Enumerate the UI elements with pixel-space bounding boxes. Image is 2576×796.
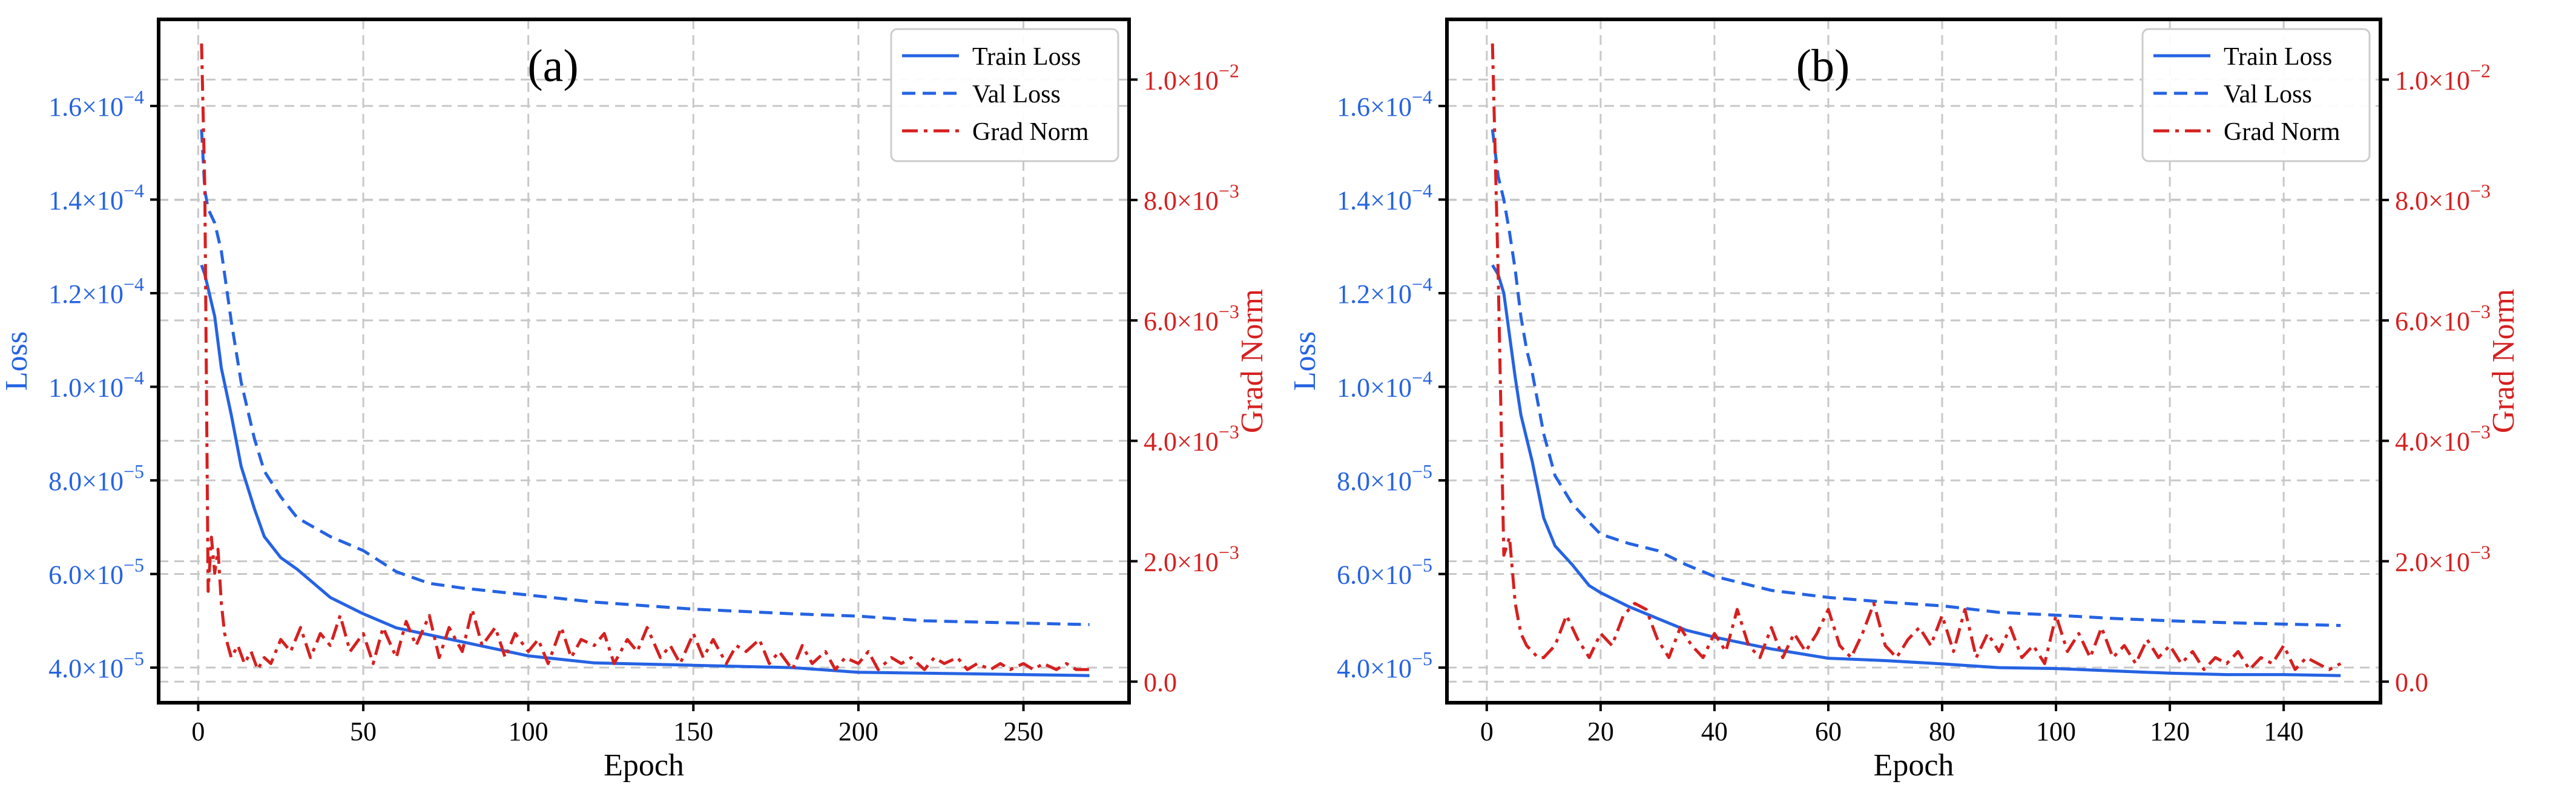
y-axis-label: Loss <box>1288 331 1322 391</box>
legend: Train Loss Val Loss Grad Norm <box>890 28 1119 162</box>
x-tick-label: 250 <box>1004 717 1044 746</box>
y2-tick-label: 8.0×10−3 <box>1144 180 1239 216</box>
series-line-val-loss <box>200 129 1090 626</box>
series-group <box>200 43 1090 677</box>
y2-tick-label: 2.0×10−3 <box>1144 541 1239 577</box>
legend-box <box>2141 28 2371 162</box>
series-line-grad-norm <box>200 43 1090 671</box>
x-tick-label: 100 <box>509 717 548 746</box>
y2-tick-label: 1.0×10−2 <box>2395 59 2491 95</box>
y-tick-label: 1.0×10−4 <box>1337 366 1432 402</box>
y2-tick-label: 4.0×10−3 <box>1144 421 1239 457</box>
legend-label: Grad Norm <box>2224 118 2340 146</box>
y-tick-label: 1.0×10−4 <box>48 366 144 402</box>
y2-tick-label: 6.0×10−3 <box>1144 300 1239 336</box>
x-tick-label: 100 <box>2036 717 2076 746</box>
series-group <box>1491 43 2342 677</box>
y-tick-label: 1.6×10−4 <box>1337 86 1432 122</box>
y-tick-label: 1.2×10−4 <box>48 273 144 309</box>
chart-panel-a: 0 50 100 150 200 250 4.0×10−5 6.0×10−5 8.0×10−5 1… <box>0 18 1270 783</box>
legend-label: Train Loss <box>972 43 1081 71</box>
x-tick-label: 80 <box>1929 717 1955 746</box>
x-tick-label: 50 <box>350 717 377 746</box>
series-line-train-loss <box>1491 264 2341 677</box>
panel-label: (a) <box>527 41 578 91</box>
x-tick-label: 200 <box>838 717 878 746</box>
y2-tick-label: 8.0×10−3 <box>2395 180 2491 216</box>
y2-axis-label: Grad Norm <box>2486 289 2521 433</box>
y2-axis-label: Grad Norm <box>1235 289 1270 433</box>
x-tick-label: 60 <box>1815 717 1842 746</box>
y-tick-label: 4.0×10−5 <box>48 648 144 683</box>
series-line-grad-norm <box>1491 43 2342 671</box>
y-tick-label: 6.0×10−5 <box>48 554 144 590</box>
legend-label: Grad Norm <box>972 118 1089 146</box>
x-axis-label: Epoch <box>1874 748 1954 783</box>
chart-panel-b: 0 20 40 60 80 100 120 140 4.0×10−5 6.0×10−5 8.0×10… <box>1288 18 2521 783</box>
y-tick-label: 1.6×10−4 <box>48 86 144 122</box>
y-tick-label: 4.0×10−5 <box>1337 648 1432 683</box>
y-tick-label: 6.0×10−5 <box>1337 554 1432 590</box>
legend-label: Val Loss <box>972 81 1061 108</box>
y2-tick-label: 0.0 <box>1144 668 1177 697</box>
y2-tick-label: 4.0×10−3 <box>2395 421 2491 457</box>
y2-tick-label: 1.0×10−2 <box>1144 59 1239 95</box>
legend-label: Train Loss <box>2224 43 2332 71</box>
x-tick-label: 40 <box>1701 717 1728 746</box>
series-line-val-loss <box>1491 129 2341 627</box>
panel-label: (b) <box>1796 41 1850 91</box>
series-line-train-loss <box>200 264 1090 677</box>
plot-frame <box>157 18 1131 705</box>
y-tick-label: 1.2×10−4 <box>1337 273 1432 309</box>
x-tick-label: 20 <box>1587 717 1614 746</box>
x-tick-label: 150 <box>673 717 713 746</box>
y-tick-label: 1.4×10−4 <box>1337 179 1432 215</box>
x-axis-label: Epoch <box>604 748 684 783</box>
legend-label: Val Loss <box>2224 81 2312 108</box>
x-tick-label: 0 <box>191 717 205 746</box>
x-tick-label: 0 <box>1480 717 1494 746</box>
y-tick-label: 8.0×10−5 <box>1337 460 1432 496</box>
x-tick-label: 140 <box>2264 717 2304 746</box>
legend-box <box>890 28 1119 162</box>
y-tick-label: 8.0×10−5 <box>48 460 144 496</box>
y2-tick-label: 0.0 <box>2395 668 2428 697</box>
plot-frame <box>1445 18 2382 705</box>
y2-tick-label: 2.0×10−3 <box>2395 541 2491 577</box>
y-tick-label: 1.4×10−4 <box>48 179 144 215</box>
y-axis-label: Loss <box>0 331 34 391</box>
legend: Train Loss Val Loss Grad Norm <box>2141 28 2371 162</box>
y2-tick-label: 6.0×10−3 <box>2395 300 2491 336</box>
x-tick-label: 120 <box>2150 717 2190 746</box>
